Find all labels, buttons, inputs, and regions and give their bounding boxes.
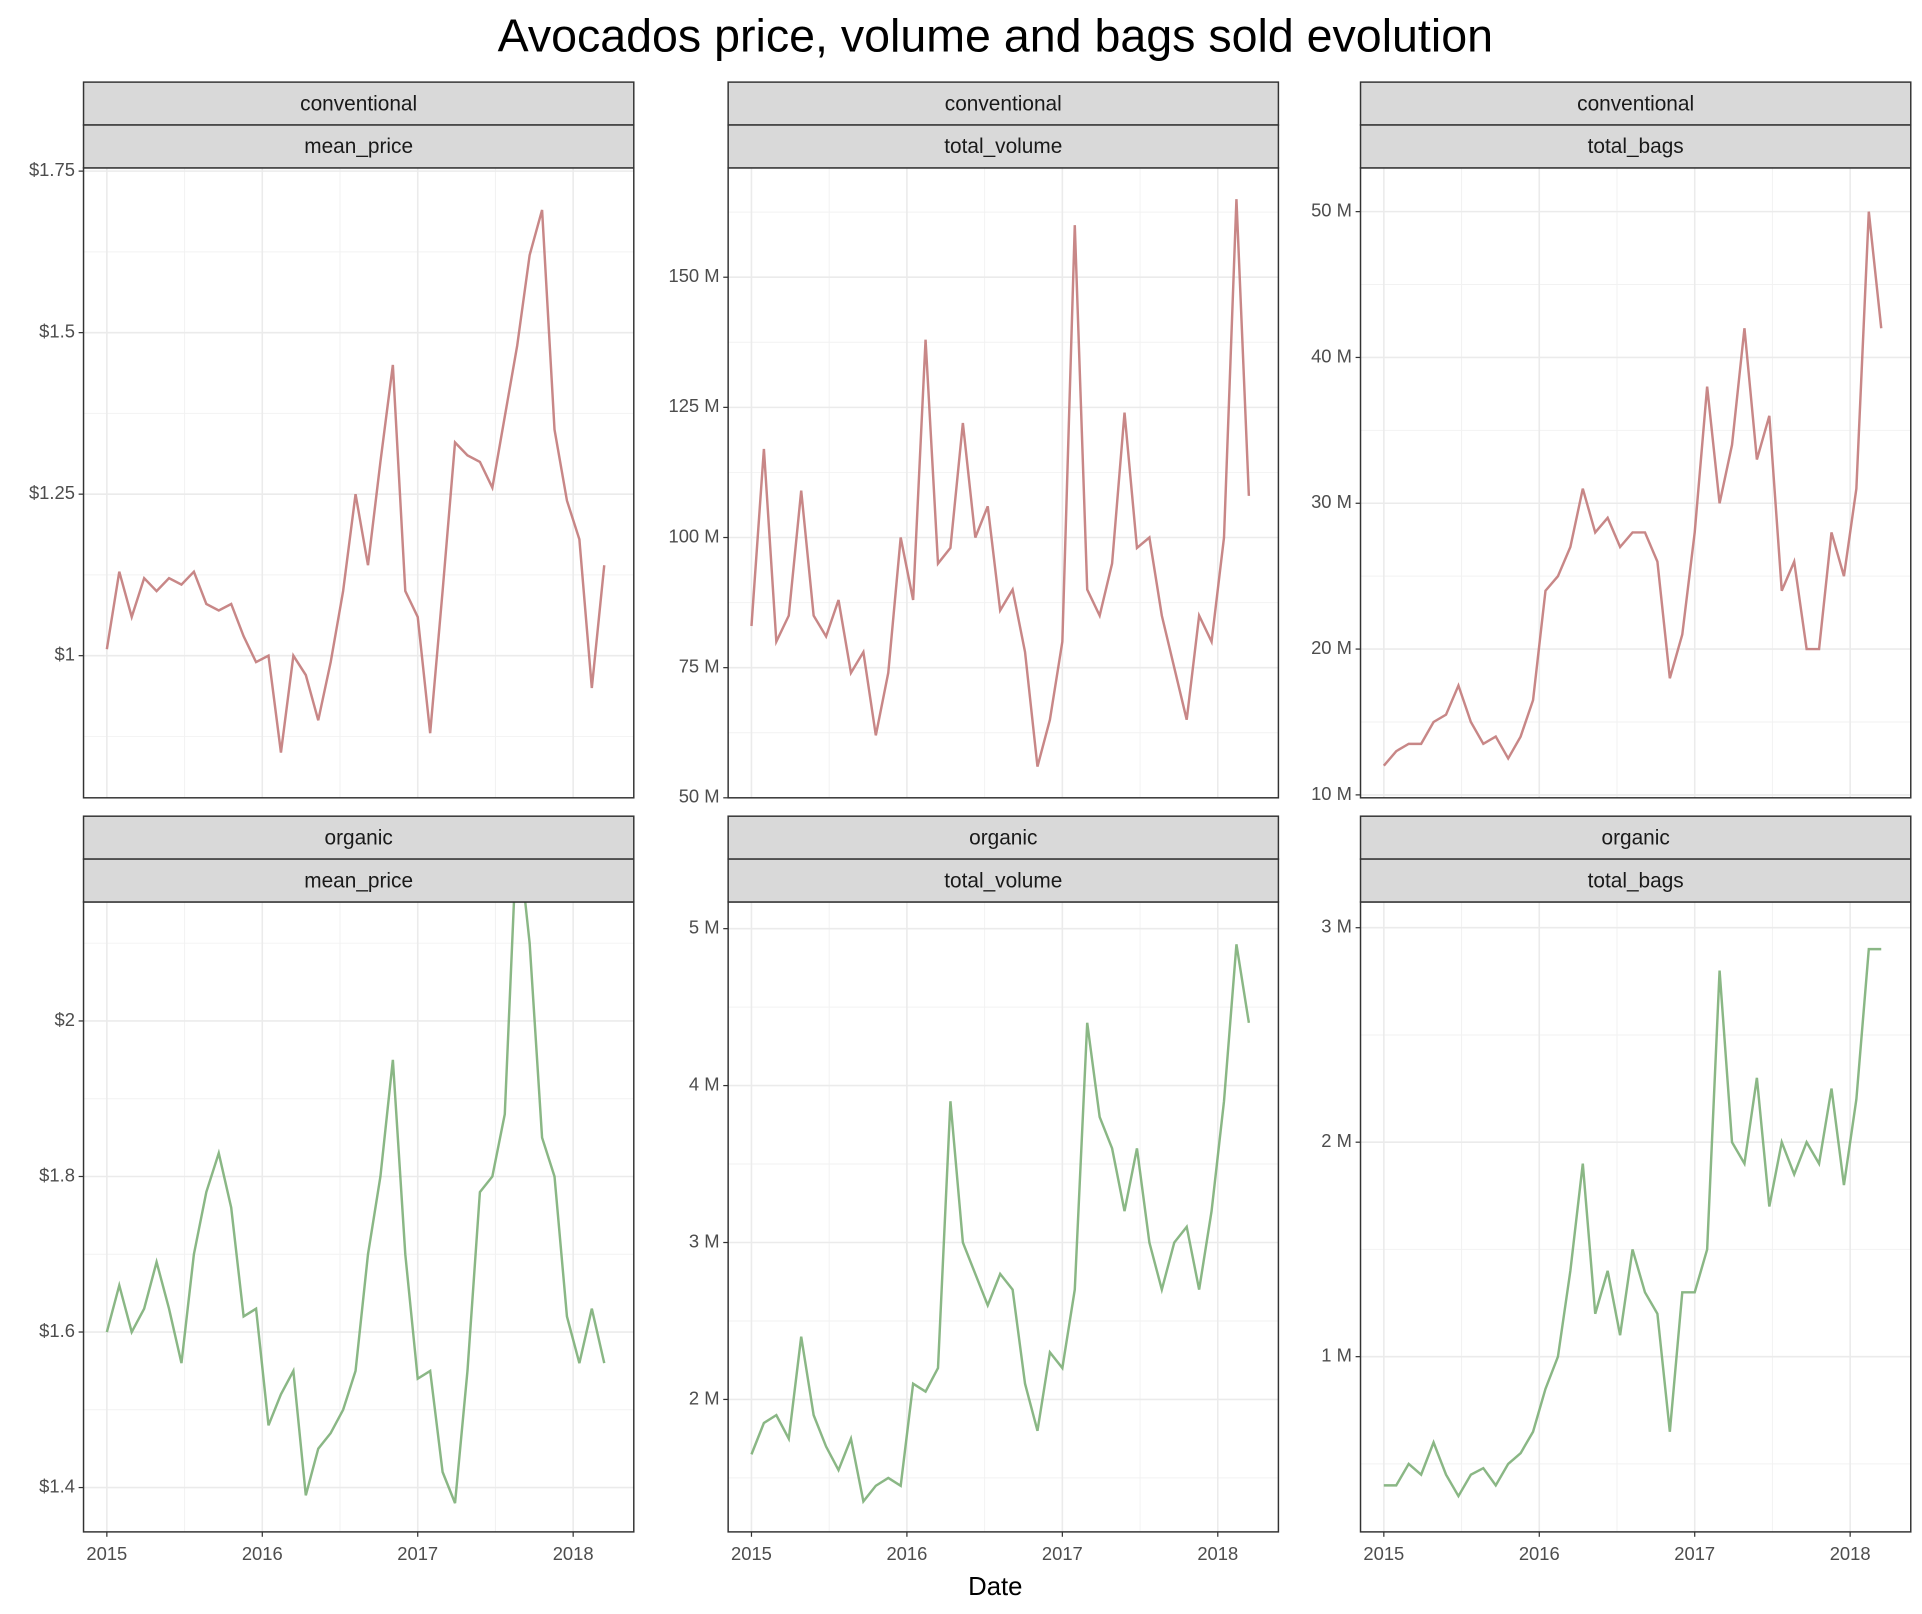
x-tick-label: 2017 xyxy=(397,1543,438,1564)
data-line xyxy=(750,944,1251,1505)
y-tick-label: 1 M xyxy=(1321,1345,1352,1366)
data-line xyxy=(750,199,1251,767)
facet-strip xyxy=(1359,815,1912,860)
facet-label: organic xyxy=(969,826,1037,849)
facet-label: conventional xyxy=(1577,92,1694,115)
x-tick-label: 2015 xyxy=(731,1543,772,1564)
facet-strip xyxy=(82,124,635,169)
x-axis-label: Date xyxy=(968,1573,1022,1601)
panel-background xyxy=(728,167,1279,798)
facet-label: conventional xyxy=(300,92,417,115)
y-tick-label: 150 M xyxy=(668,265,719,286)
x-tick-label: 2018 xyxy=(1830,1543,1871,1564)
y-tick-label: 10 M xyxy=(1311,783,1352,804)
y-tick-label: 75 M xyxy=(679,656,720,677)
y-tick-label: $2 xyxy=(55,1009,75,1030)
facet-label: total_volume xyxy=(944,135,1062,158)
facet-strip xyxy=(82,858,635,903)
y-tick-label: $1.25 xyxy=(29,482,75,503)
x-tick-label: 2016 xyxy=(886,1543,927,1564)
y-tick-label: $1 xyxy=(55,644,75,665)
facet-label: mean_price xyxy=(304,869,413,892)
facet-label: conventional xyxy=(945,92,1062,115)
x-tick-label: 2016 xyxy=(242,1543,283,1564)
facet-strip xyxy=(1359,124,1912,169)
panel-background xyxy=(1360,167,1911,798)
data-line xyxy=(1382,211,1883,767)
y-tick-label: $1.8 xyxy=(39,1164,75,1185)
y-tick-label: $1.5 xyxy=(39,321,75,342)
y-tick-label: 30 M xyxy=(1311,491,1352,512)
y-tick-label: $1.75 xyxy=(29,159,75,180)
facet-label: total_bags xyxy=(1588,135,1684,158)
y-tick-label: 40 M xyxy=(1311,345,1352,366)
data-line xyxy=(1383,947,1882,1499)
x-tick-label: 2016 xyxy=(1519,1543,1560,1564)
facet-strip xyxy=(727,858,1280,903)
chart-title: Avocados price, volume and bags sold evo… xyxy=(498,10,1493,62)
panel-background xyxy=(83,901,634,1532)
y-tick-label: 3 M xyxy=(1321,916,1352,937)
facet-strip xyxy=(1359,858,1912,903)
facet-strip xyxy=(82,81,635,126)
panel-background xyxy=(1360,901,1911,1532)
y-tick-label: 50 M xyxy=(679,786,720,807)
x-tick-label: 2015 xyxy=(86,1543,127,1564)
y-tick-label: 2 M xyxy=(689,1387,720,1408)
y-tick-label: $1.6 xyxy=(39,1320,75,1341)
x-tick-label: 2018 xyxy=(1197,1543,1238,1564)
y-tick-label: 50 M xyxy=(1311,199,1352,220)
x-tick-label: 2015 xyxy=(1363,1543,1404,1564)
facet-label: total_bags xyxy=(1588,869,1684,892)
facet-label: mean_price xyxy=(304,135,413,158)
panel-background xyxy=(728,901,1279,1532)
facet-strip xyxy=(727,124,1280,169)
y-tick-label: 5 M xyxy=(689,917,720,938)
x-tick-label: 2018 xyxy=(553,1543,594,1564)
panel-background xyxy=(83,167,634,798)
facet-label: organic xyxy=(1601,826,1669,849)
y-tick-label: 3 M xyxy=(689,1230,720,1251)
x-tick-label: 2017 xyxy=(1674,1543,1715,1564)
facet-strip xyxy=(727,81,1280,126)
facet-label: organic xyxy=(325,826,393,849)
y-tick-label: 100 M xyxy=(668,525,719,546)
y-tick-label: 125 M xyxy=(668,395,719,416)
x-tick-label: 2017 xyxy=(1042,1543,1083,1564)
y-tick-label: 20 M xyxy=(1311,637,1352,658)
data-line xyxy=(105,209,606,753)
facet-label: total_volume xyxy=(944,869,1062,892)
y-tick-label: 4 M xyxy=(689,1073,720,1094)
y-tick-label: 2 M xyxy=(1321,1130,1352,1151)
facet-strip xyxy=(82,815,635,860)
y-tick-label: $1.4 xyxy=(39,1475,75,1496)
